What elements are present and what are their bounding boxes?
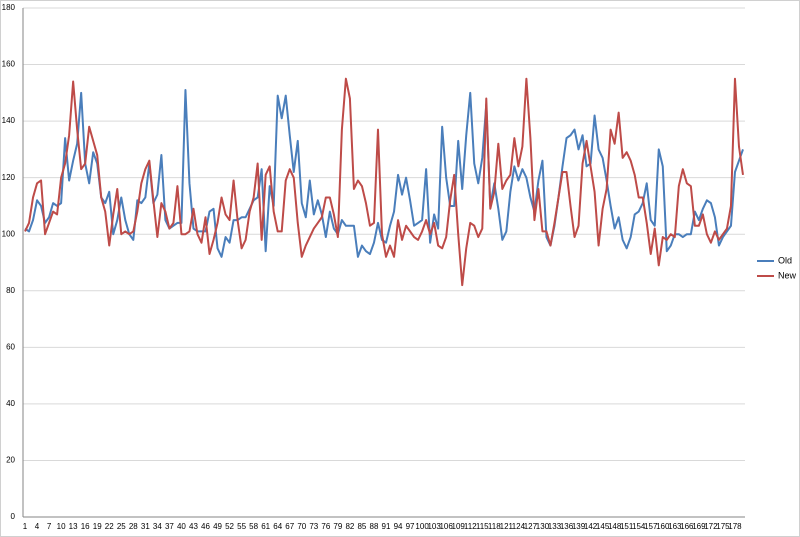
legend-label: Old [778,255,792,265]
x-tick-label: 82 [345,522,354,531]
x-tick-label: 85 [357,522,366,531]
x-tick-label: 37 [165,522,174,531]
x-tick-label: 4 [35,522,40,531]
x-tick-label: 43 [189,522,198,531]
x-tick-label: 106 [439,522,453,531]
x-tick-label: 7 [47,522,52,531]
y-tick-label: 20 [6,456,15,465]
x-tick-label: 28 [129,522,138,531]
x-tick-label: 124 [512,522,526,531]
x-tick-label: 25 [117,522,126,531]
x-tick-label: 76 [321,522,330,531]
x-tick-label: 130 [536,522,550,531]
x-tick-label: 118 [488,522,501,531]
y-tick-label: 120 [2,173,16,182]
x-tick-label: 172 [704,522,718,531]
x-tick-label: 31 [141,522,150,531]
x-tick-label: 103 [427,522,441,531]
x-tick-label: 52 [225,522,234,531]
y-tick-label: 160 [2,60,16,69]
x-tick-label: 19 [93,522,102,531]
x-tick-label: 46 [201,522,210,531]
x-tick-label: 22 [105,522,114,531]
x-tick-label: 112 [464,522,477,531]
x-tick-label: 40 [177,522,186,531]
legend-label: New [778,270,797,280]
x-tick-label: 70 [297,522,306,531]
y-tick-label: 140 [2,116,16,125]
x-tick-label: 10 [57,522,66,531]
y-tick-label: 40 [6,399,15,408]
y-tick-label: 100 [2,229,16,238]
x-tick-label: 79 [333,522,342,531]
x-tick-label: 49 [213,522,222,531]
y-tick-label: 60 [6,342,15,351]
x-tick-label: 58 [249,522,258,531]
x-tick-label: 157 [644,522,658,531]
x-tick-label: 148 [608,522,622,531]
x-tick-label: 64 [273,522,282,531]
x-tick-label: 121 [500,522,514,531]
x-tick-label: 136 [560,522,574,531]
x-tick-label: 1 [23,522,28,531]
y-tick-label: 0 [11,512,16,521]
x-tick-label: 61 [261,522,270,531]
x-tick-label: 133 [548,522,562,531]
x-tick-label: 91 [382,522,391,531]
x-tick-label: 16 [81,522,90,531]
x-tick-label: 97 [406,522,415,531]
x-tick-label: 55 [237,522,246,531]
x-tick-label: 175 [716,522,730,531]
x-tick-label: 160 [656,522,670,531]
x-tick-label: 34 [153,522,162,531]
x-tick-label: 13 [69,522,78,531]
x-tick-label: 88 [370,522,379,531]
x-tick-label: 142 [584,522,598,531]
x-tick-label: 139 [572,522,586,531]
x-tick-label: 145 [596,522,610,531]
y-tick-label: 80 [6,286,15,295]
x-tick-label: 100 [415,522,429,531]
x-tick-label: 154 [632,522,646,531]
x-tick-label: 151 [620,522,634,531]
x-tick-label: 166 [680,522,694,531]
x-tick-label: 67 [285,522,294,531]
x-tick-label: 169 [692,522,706,531]
x-tick-label: 94 [394,522,403,531]
x-tick-label: 163 [668,522,682,531]
x-tick-label: 115 [476,522,489,531]
x-tick-label: 73 [309,522,318,531]
x-tick-label: 127 [524,522,538,531]
y-tick-label: 180 [2,3,16,12]
series-line [24,77,744,287]
x-tick-label: 178 [728,522,742,531]
x-tick-label: 109 [452,522,466,531]
